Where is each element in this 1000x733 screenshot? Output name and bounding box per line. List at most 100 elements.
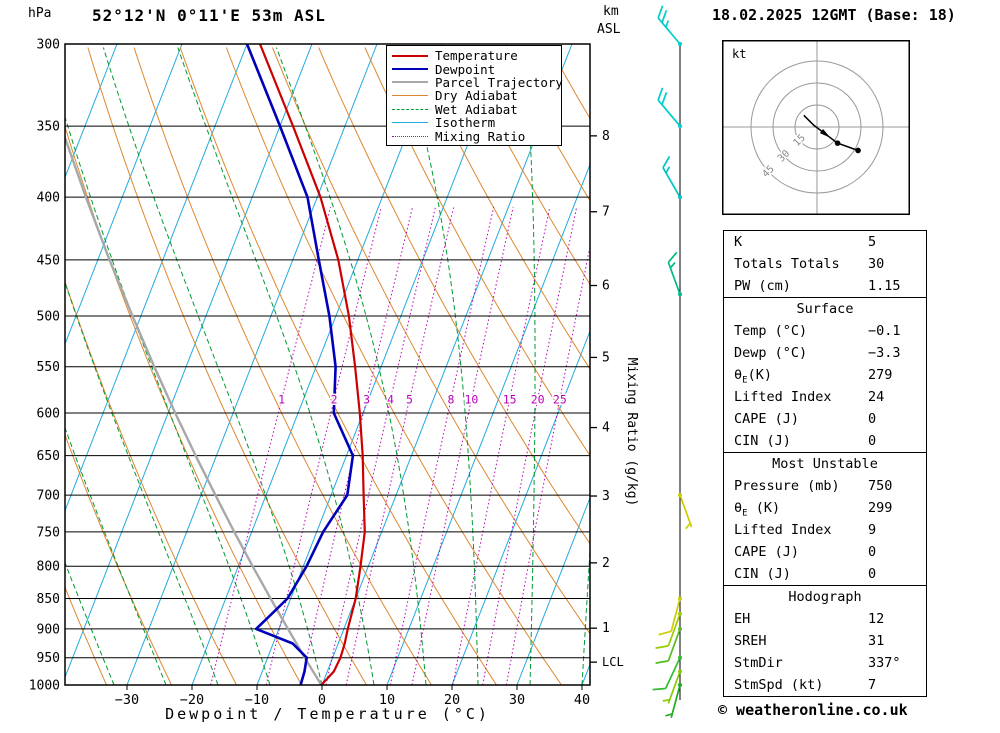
mixing-ratio-value-label: 15 (503, 393, 517, 407)
legend-item-parcel-trajectory: Parcel Trajectory (392, 75, 563, 90)
asl-axis-label: ASL (597, 22, 621, 37)
legend-swatch-wet-adiabat (392, 108, 428, 110)
row-value: 337° (868, 655, 901, 671)
wind-barb (655, 611, 682, 649)
copyright-link[interactable]: © weatheronline.co.uk (718, 701, 908, 719)
table-row-dewp-c-: Dewp (°C) −3.3 (724, 342, 926, 364)
hodograph-frame (722, 40, 910, 215)
table-section-most-unstable: Most Unstable Pressure (mb) 750 θE (K) 299 Li… (724, 452, 926, 585)
pressure-tick-label: 300 (37, 38, 60, 53)
table-section-hodograph: Hodograph EH 12 SREH 31 StmDir 337° StmSpd (kt)… (724, 585, 926, 696)
section-header-hodograph: Hodograph (788, 589, 862, 605)
wet-adiabat-line (65, 426, 167, 685)
pressure-tick-label: 700 (37, 489, 60, 504)
lcl-label: LCL (602, 655, 624, 669)
row-label: PW (cm) (734, 278, 791, 294)
km-tick-label: 7 (602, 205, 610, 220)
wind-barb (667, 251, 682, 297)
wet-adiabat-line (102, 47, 323, 685)
row-value: 9 (868, 522, 877, 538)
wet-adiabat-line (65, 281, 219, 685)
pressure-axis-unit: hPa (28, 6, 52, 21)
legend-label-parcel-trajectory: Parcel Trajectory (435, 74, 563, 90)
pressure-tick-label: 800 (37, 560, 60, 575)
plot-frame (64, 43, 591, 686)
dry-adiabat-line (456, 47, 590, 286)
temp-tick-label: −30 (115, 692, 139, 708)
row-value: 0 (868, 544, 877, 560)
hodograph-point (855, 147, 861, 154)
mixing-ratio-line (389, 206, 495, 685)
legend-swatch-mixing-ratio (392, 135, 428, 137)
hodograph-unit-label: kt (732, 47, 746, 61)
legend-swatch-isotherm (392, 122, 428, 124)
row-value: −0.1 (868, 323, 901, 339)
hodograph-point (834, 140, 841, 146)
row-label: StmDir (734, 655, 783, 671)
wet-adiabat-line (0, 48, 10, 686)
section-header-most-unstable: Most Unstable (772, 456, 878, 472)
row-value: 0 (868, 433, 877, 449)
table-row-cin-j-: CIN (J) 0 (724, 563, 926, 585)
legend-item-dewpoint: Dewpoint (392, 62, 556, 77)
wind-barb (662, 156, 682, 200)
mixing-ratio-value-label: 25 (553, 393, 567, 407)
mixing-ratio-value-label: 2 (331, 393, 338, 407)
temp-tick-label: 20 (444, 692, 460, 708)
row-label: Lifted Index (734, 389, 832, 405)
km-tick-label: 3 (602, 489, 610, 504)
hodograph-trace (803, 114, 859, 152)
mixing-ratio-line (265, 206, 382, 685)
row-label: CIN (J) (734, 433, 791, 449)
legend-swatch-dry-adiabat (392, 95, 428, 97)
pressure-tick-label: 750 (37, 525, 60, 540)
table-row-eh: EH 12 (724, 608, 926, 630)
row-value: 31 (868, 633, 885, 649)
row-label: θE (K) (734, 500, 781, 519)
row-label: Dewp (°C) (734, 345, 808, 361)
isotherm-line (126, 44, 378, 685)
table-row-totals-totals: Totals Totals 30 (724, 253, 926, 275)
legend-swatch-parcel-trajectory (392, 81, 428, 84)
isotherm-line (65, 44, 183, 346)
wind-barb (655, 626, 682, 664)
row-label: Lifted Index (734, 522, 832, 538)
pressure-tick-label: 600 (37, 407, 60, 422)
row-label: CAPE (J) (734, 411, 800, 427)
table-row-temp-c-: Temp (°C) −0.1 (724, 320, 926, 342)
isotherm-line (516, 496, 590, 685)
row-label: EH (734, 611, 751, 627)
run-date-title: 18.02.2025 12GMT (Base: 18) (712, 6, 956, 24)
row-label: θE(K) (734, 367, 772, 386)
wind-barb (658, 596, 682, 636)
row-label: CAPE (J) (734, 544, 800, 560)
temp-tick-label: −10 (245, 692, 269, 708)
table-row-stmspd-kt-: StmSpd (kt) 7 (724, 674, 926, 696)
row-value: 1.15 (868, 278, 901, 294)
isotherm-line (65, 44, 248, 513)
hodograph-arrow (819, 129, 831, 138)
wind-barb (652, 655, 682, 691)
row-value: 750 (868, 478, 893, 494)
mixing-ratio-value-label: 4 (387, 393, 394, 407)
pressure-tick-label: 650 (37, 449, 60, 464)
legend-item-mixing-ratio: Mixing Ratio (392, 129, 556, 144)
legend-item-temperature: Temperature (392, 48, 556, 63)
isotherm-line (321, 44, 573, 685)
hodograph-ring (772, 82, 862, 172)
mixing-ratio-line (345, 206, 455, 685)
row-label: Totals Totals (734, 256, 840, 272)
hodograph-ring (794, 104, 840, 150)
legend-label-isotherm: Isotherm (435, 115, 496, 131)
legend-label-dry-adiabat: Dry Adiabat (435, 88, 518, 104)
row-value: 7 (868, 677, 877, 693)
pressure-tick-label: 500 (37, 309, 60, 324)
legend-item-dry-adiabat: Dry Adiabat (392, 88, 556, 104)
row-label: CIN (J) (734, 566, 791, 582)
table-row-pw-cm-: PW (cm) 1.15 (724, 275, 926, 297)
wind-barb (662, 669, 682, 704)
pressure-tick-label: 400 (37, 191, 60, 206)
row-label: SREH (734, 633, 767, 649)
